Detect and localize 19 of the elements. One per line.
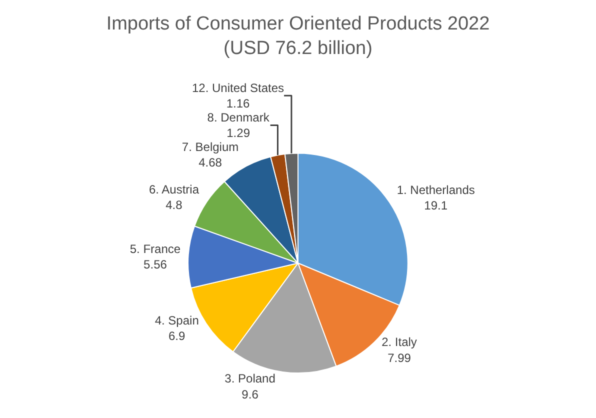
slice-label: 4. Spain	[154, 313, 199, 328]
data-label: 6.9	[168, 328, 186, 343]
slice-label: 2. Italy	[382, 335, 417, 350]
slice-label: 8. Denmark	[207, 110, 270, 124]
data-label: 1.16	[226, 96, 250, 110]
data-label: 1.29	[226, 126, 250, 140]
data-label: 7.99	[388, 350, 412, 365]
data-label: 4.8	[166, 198, 183, 212]
data-label: 5.56	[144, 258, 168, 272]
slice-label: 5. France	[130, 242, 181, 256]
slice-label: 12. United States	[192, 80, 284, 95]
slice-label: 7. Belgium	[182, 140, 239, 154]
slice-label: 1. Netherlands	[396, 182, 475, 197]
slice-label: 3. Poland	[224, 372, 276, 386]
data-label: 9.6	[242, 387, 259, 402]
data-label: 19.1	[424, 198, 448, 212]
slice-label: 6. Austria	[148, 182, 200, 197]
chart-title: Imports of Consumer Oriented Products 2022 (USD 76.2 billion)	[106, 13, 490, 59]
data-label: 4.68	[198, 156, 222, 170]
